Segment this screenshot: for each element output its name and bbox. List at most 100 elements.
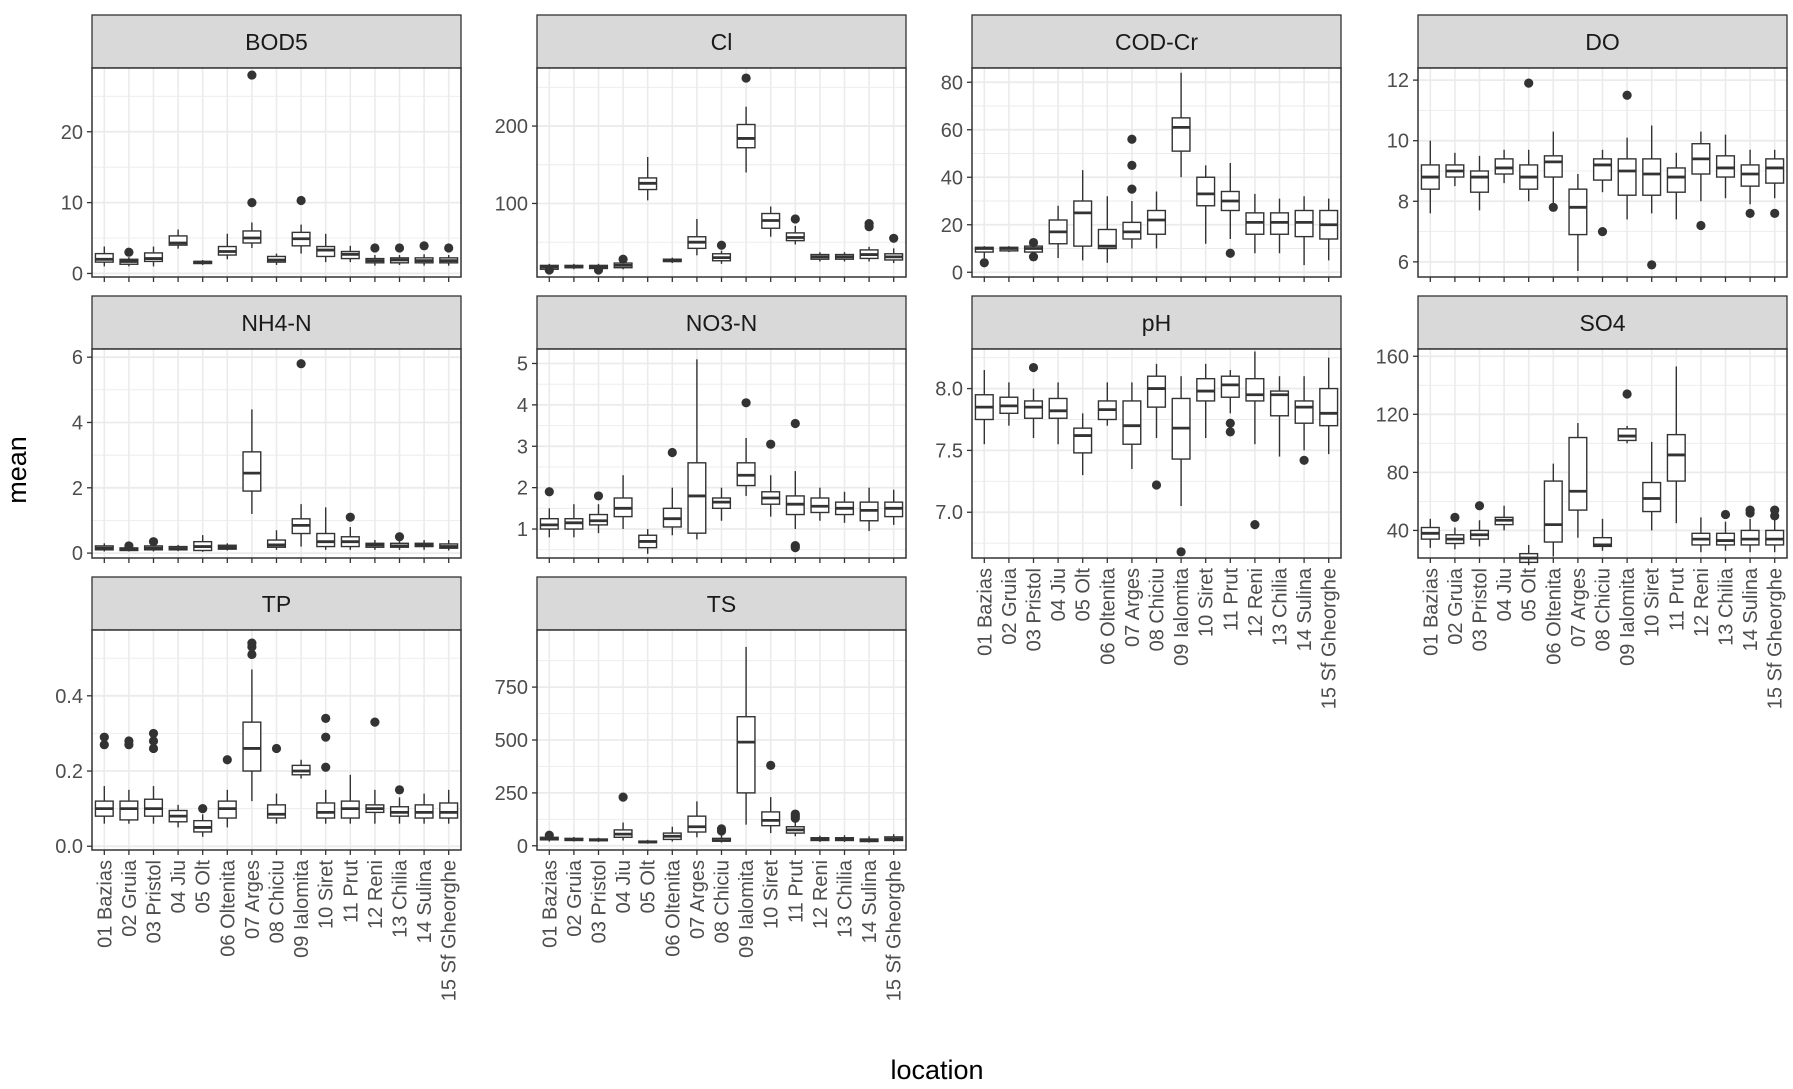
box-01-bazias [539,263,559,275]
box-03-pristol [1469,155,1490,211]
box-iqr [1715,532,1736,546]
x-tick-label: 14 Sulina [859,859,881,943]
box-12-reni [810,835,830,842]
outlier-point [1548,202,1558,212]
y-tick-label: 60 [941,120,963,142]
box-iqr [143,252,164,263]
x-tick-label: 03 Pristol [144,860,166,943]
box-11-prut [785,214,805,245]
y-tick-label: 6 [1398,252,1409,274]
box-03-pristol [588,837,609,842]
box-iqr [1642,158,1662,196]
box-06-oltenita [217,543,237,551]
y-tick-label: 5 [517,353,528,375]
box-09-ialomita [1171,376,1191,557]
outlier-point [667,447,677,458]
outlier-point [124,247,134,257]
x-tick-label: 03 Pristol [1470,568,1492,651]
box-05-olt [193,259,213,265]
facet-title: pH [1142,310,1171,336]
y-tick-label: 0 [517,836,528,858]
box-iqr [1765,529,1785,546]
box-10-siret [1642,441,1662,531]
y-tick-label: 40 [1387,520,1409,542]
outlier-point [1770,505,1780,515]
x-tick-label: 06 Oltenita [1097,567,1119,665]
box-iqr [1494,158,1514,175]
box-iqr [1048,397,1068,419]
y-tick-label: 0 [72,543,83,565]
outlier-point [1622,90,1632,100]
box-iqr [687,815,707,833]
box-11-prut [340,512,360,550]
box-07-arges [242,638,262,802]
box-11-prut [1666,152,1686,220]
facet-title: BOD5 [245,29,308,55]
box-iqr [316,532,336,548]
box-11-prut [785,809,805,837]
outlier-point [370,717,380,727]
y-tick-label: 0 [952,262,963,284]
outlier-point [247,649,257,660]
box-08-chiciu [266,253,287,265]
box-11-prut [1220,163,1240,258]
box-12-reni [1691,517,1711,553]
x-tick-label: 11 Prut [1220,568,1242,631]
x-tick-label: 13 Chilia [835,859,857,938]
box-iqr [316,245,336,258]
outlier-point [370,243,380,253]
box-07-arges [242,409,262,514]
facet-ph: pH 7.0 7.5 8.0 01 Bazias 02 Gruia 03 Pristol 04… [935,295,1342,709]
y-tick-label: 4 [72,412,83,434]
box-15-sf-gheorghe [1319,357,1339,455]
y-tick-label: 200 [495,116,528,138]
y-tick-label: 100 [495,193,528,215]
box-13-chilia [389,243,410,265]
x-tick-label: 02 Gruia [564,859,586,937]
box-iqr [1294,400,1314,424]
outlier-point [124,541,134,551]
outlier-point [544,487,554,497]
y-tick-label: 20 [941,215,963,237]
outlier-point [741,73,751,83]
box-13-chilia [1269,376,1290,457]
x-tick-label: 14 Sulina [1740,567,1762,651]
box-12-reni [365,243,385,266]
y-tick-label: 8 [1398,191,1409,213]
box-iqr [1171,117,1191,152]
outlier-point [1622,389,1632,399]
outlier-point [544,265,554,275]
box-iqr [1740,164,1760,187]
box-iqr [1617,428,1637,442]
box-iqr [1666,167,1686,193]
x-tick-label: 06 Oltenita [217,859,239,957]
facet-strip [1417,14,1788,69]
x-tick-label: 15 Sf Gheorghe [884,860,906,1001]
x-tick-label: 08 Chiciu [1147,568,1169,651]
box-iqr [1765,158,1785,184]
x-tick-label: 12 Reni [1691,568,1713,637]
box-10-siret [1642,125,1662,270]
box-13-chilia [1715,134,1736,199]
facet-strip [971,14,1342,69]
box-03-pristol [1469,501,1490,547]
outlier-point [790,214,800,224]
outlier-point [148,728,159,739]
x-tick-label: 11 Prut [340,860,362,923]
box-02-gruia [564,836,584,842]
outlier-point [1745,505,1755,515]
box-02-gruia [564,263,584,270]
outlier-point [1474,501,1485,511]
box-15-sf-gheorghe [1765,505,1785,553]
y-tick-label: 80 [1387,462,1409,484]
box-15-sf-gheorghe [884,489,904,525]
outlier-point [716,240,727,250]
box-13-chilia [834,835,855,842]
outlier-point [222,755,232,765]
box-07-arges [687,801,707,838]
facet-cl: Cl 100 200 [495,14,907,282]
box-06-oltenita [662,447,682,536]
outlier-point [593,265,604,275]
box-06-oltenita [662,826,682,842]
box-02-gruia [564,504,584,538]
